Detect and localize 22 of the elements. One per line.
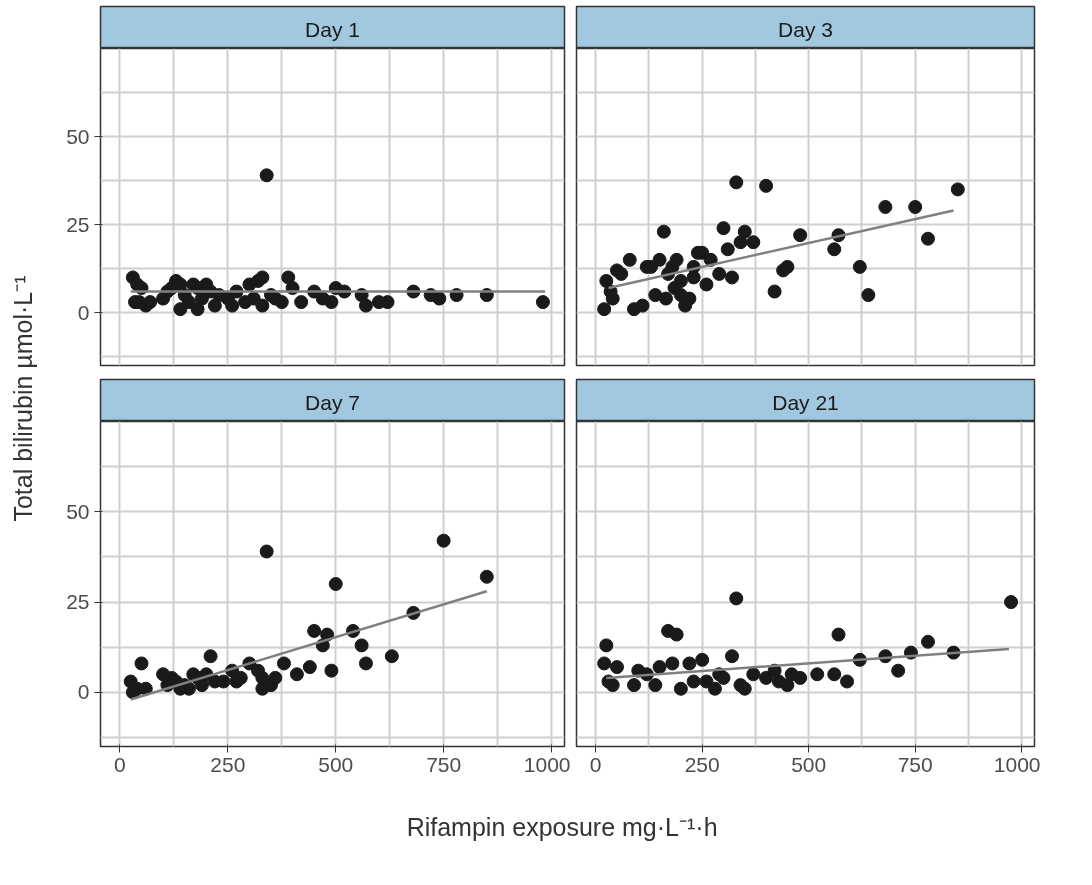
y-axis-title: Total bilirubin µmol·L⁻¹	[9, 275, 37, 522]
x-tick-label: 1000	[993, 752, 1041, 776]
x-tick-label: 750	[426, 752, 462, 776]
chart-title: Day 21	[772, 391, 839, 415]
x-tick-label: 250	[684, 752, 720, 776]
y-tick-label: 50	[66, 124, 90, 148]
y-tick-label: 0	[77, 680, 90, 704]
y-tick-label: 50	[66, 499, 90, 523]
x-axis-title: Rifampin exposure mg·L⁻¹·h	[406, 812, 718, 841]
y-tick-label: 25	[66, 212, 90, 236]
x-tick-label: 500	[791, 752, 827, 776]
x-tick-label: 0	[114, 752, 126, 776]
y-tick-label: 25	[66, 590, 90, 614]
y-tick-label: 0	[77, 300, 90, 324]
x-tick-label: 250	[210, 752, 246, 776]
chart-title: Day 1	[305, 18, 360, 42]
x-tick-label: 1000	[523, 752, 571, 776]
chart-title: Day 3	[778, 18, 833, 42]
x-tick-label: 500	[318, 752, 354, 776]
x-tick-label: 0	[589, 752, 602, 776]
chart-title: Day 7	[305, 391, 360, 415]
x-tick-label: 750	[897, 752, 933, 776]
